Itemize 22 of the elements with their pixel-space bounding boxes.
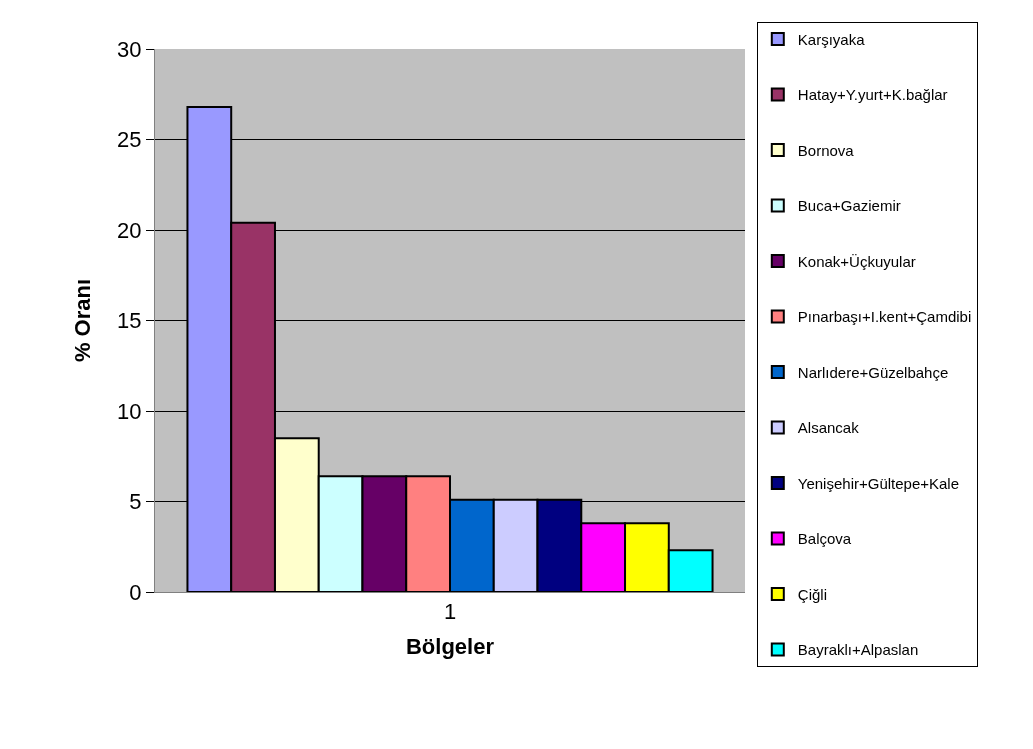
y-tick-label: 15 bbox=[117, 308, 142, 334]
legend-label: Pınarbaşı+I.kent+Çamdibi bbox=[797, 308, 972, 326]
y-tick-label: 30 bbox=[117, 36, 142, 62]
legend-label: Karşıyaka bbox=[797, 30, 866, 48]
legend-label: Narlıdere+Güzelbahçe bbox=[797, 363, 949, 381]
legend-label: Hatay+Y.yurt+K.bağlar bbox=[797, 86, 948, 104]
y-tick-label: 20 bbox=[117, 217, 142, 243]
legend-label: Buca+Gaziemir bbox=[797, 197, 901, 215]
legend-label: Bornova bbox=[797, 141, 855, 159]
y-tick-label: 5 bbox=[129, 489, 142, 515]
legend-label: Balçova bbox=[797, 530, 852, 548]
y-tick-label: 25 bbox=[117, 127, 142, 153]
legend-label: Yenişehir+Gültepe+Kale bbox=[797, 474, 960, 492]
legend-label: Konak+Üçkuyular bbox=[797, 252, 916, 270]
legend-label: Çiğli bbox=[797, 585, 827, 603]
legend-label: Bayraklı+Alpaslan bbox=[797, 641, 919, 659]
y-axis-title: % Oranı bbox=[69, 278, 95, 363]
legend-label: Alsancak bbox=[797, 419, 860, 437]
y-tick-label: 0 bbox=[129, 579, 142, 605]
x-tick-label: 1 bbox=[443, 599, 457, 625]
y-tick-label: 10 bbox=[117, 398, 142, 424]
x-axis-title: Bölgeler bbox=[405, 634, 495, 660]
